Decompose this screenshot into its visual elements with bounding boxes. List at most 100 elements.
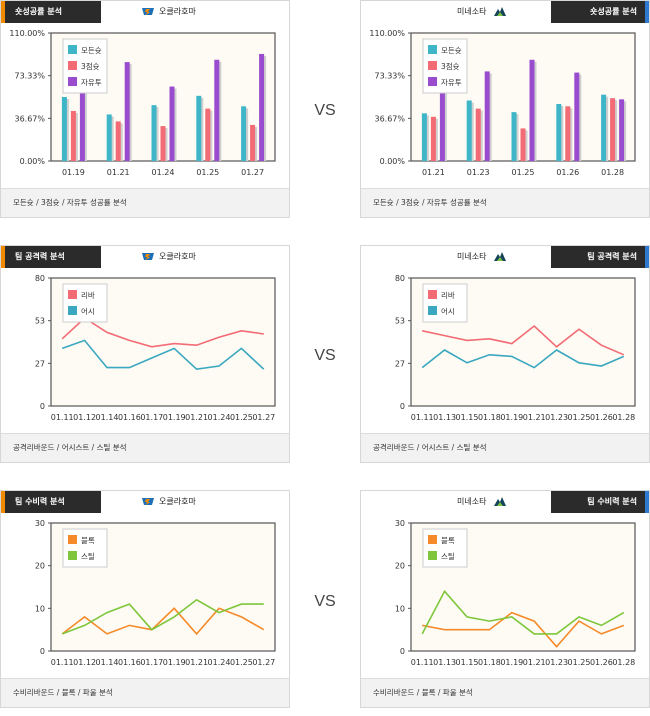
bar	[520, 128, 526, 161]
x-tick-label: 01.27	[252, 413, 275, 422]
legend-label: 모든슛	[441, 46, 462, 55]
y-tick-label: 53	[395, 317, 405, 326]
y-tick-label: 30	[35, 519, 45, 528]
legend-swatch	[428, 551, 437, 560]
bar	[511, 112, 517, 161]
x-tick-label: 01.25	[230, 413, 253, 422]
team-name: 오클라호마	[159, 497, 196, 506]
series-line	[61, 316, 264, 348]
y-tick-label: 80	[395, 274, 405, 283]
bar	[475, 108, 481, 161]
x-tick-label: 01.11	[411, 658, 434, 667]
legend-box	[422, 283, 468, 323]
y-tick-label: 0	[40, 647, 45, 656]
x-tick-label: 01.18	[478, 658, 501, 667]
bar	[214, 59, 220, 161]
x-tick-label: 01.28	[612, 413, 635, 422]
bar	[529, 59, 535, 161]
bar	[124, 62, 130, 161]
x-tick-label: 01.23	[545, 413, 568, 422]
x-tick-label: 01.23	[545, 658, 568, 667]
legend-label: 스틸	[441, 552, 455, 561]
vs-label: VS	[314, 347, 336, 364]
x-tick-label: 01.17	[140, 658, 163, 667]
panel-footer: 수비리바운드 / 블록 / 파울 분석	[1, 678, 289, 707]
x-tick-label: 01.12	[73, 413, 96, 422]
series-line	[421, 589, 625, 635]
y-tick-label: 27	[395, 359, 405, 368]
y-tick-label: 30	[395, 519, 405, 528]
okc-offense-panel: 팀 공격력 분석 오클라호마 0 27 53 80 01.11 01.12 01.14 01.…	[0, 245, 290, 463]
team-name: 오클라호마	[159, 252, 196, 261]
legend-label: 3점슛	[441, 61, 460, 71]
panel-header: 팀 공격력 분석 오클라호마	[1, 246, 289, 268]
panel-header: 미네소타 숏성공률 분석	[361, 1, 649, 23]
y-tick-label: 73.33%	[374, 72, 405, 81]
panel-footer: 공격리바운드 / 어시스트 / 스틸 분석	[1, 433, 289, 462]
bar	[619, 99, 625, 161]
x-tick-label: 01.14	[96, 658, 119, 667]
legend-box	[62, 283, 108, 323]
series-line	[61, 607, 265, 636]
legend-box	[62, 528, 108, 568]
y-tick-label: 27	[35, 359, 45, 368]
series-line	[422, 611, 625, 648]
y-tick-label: 10	[395, 604, 405, 613]
y-tick-label: 0	[400, 647, 405, 656]
legend-swatch	[428, 306, 437, 315]
panel-header: 미네소타 팀 공격력 분석	[361, 246, 649, 268]
section-tab: 숏성공률 분석	[551, 1, 647, 23]
legend-label: 블록	[441, 536, 455, 545]
x-tick-label: 01.11	[51, 658, 74, 667]
y-tick-label: 0	[40, 402, 45, 411]
y-tick-label: 20	[395, 562, 405, 571]
series-line	[421, 349, 625, 369]
bar	[151, 105, 157, 161]
accent-bar	[645, 1, 649, 23]
min-shooting-chart: 0.00% 36.67% 73.33% 110.00% 01.21 01.23 01.25 0…	[369, 29, 636, 177]
timberwolves-logo-icon	[494, 7, 506, 16]
y-tick-label: 110.00%	[9, 29, 45, 38]
x-tick-label: 01.24	[152, 168, 175, 177]
x-tick-label: 01.21	[523, 413, 546, 422]
legend-label: 스틸	[81, 552, 95, 561]
legend-swatch	[428, 61, 437, 70]
x-tick-label: 01.16	[118, 413, 141, 422]
legend-label: 3점슛	[81, 61, 100, 71]
bar	[574, 72, 580, 161]
accent-bar	[1, 246, 5, 268]
okc-defense-panel: 팀 수비력 분석 오클라호마 0 10 20 30 01.11 01.12 01.14 01.…	[0, 490, 290, 708]
bar	[115, 121, 121, 161]
y-tick-label: 36.67%	[14, 114, 45, 123]
legend-swatch	[68, 45, 77, 54]
team-name: 미네소타	[457, 7, 487, 16]
team-name: 미네소타	[457, 252, 487, 261]
min-offense-panel: 미네소타 팀 공격력 분석 0 27 53 80 01.11 01.13 01.15 01.1…	[360, 245, 650, 463]
legend-label: 블록	[81, 536, 95, 545]
x-tick-label: 01.19	[500, 658, 523, 667]
y-tick-label: 0.00%	[20, 157, 46, 166]
thunder-logo-icon	[142, 498, 154, 505]
y-tick-label: 0.00%	[380, 157, 406, 166]
legend-box	[422, 528, 468, 568]
timberwolves-logo-icon	[494, 497, 506, 506]
x-tick-label: 01.25	[568, 413, 591, 422]
x-tick-label: 01.25	[230, 658, 253, 667]
bar	[196, 95, 202, 161]
legend-swatch	[68, 535, 77, 544]
section-tab: 숏성공률 분석	[5, 1, 101, 23]
bar	[430, 116, 436, 161]
x-tick-label: 01.19	[500, 413, 523, 422]
bar	[610, 98, 616, 161]
min-shooting-panel: 미네소타 숏성공률 분석 0.00% 36.67% 73.33% 110.00% 01.…	[360, 0, 650, 218]
x-tick-label: 01.25	[568, 658, 591, 667]
x-tick-label: 01.16	[118, 658, 141, 667]
bar	[421, 113, 427, 161]
legend-swatch	[68, 61, 77, 70]
x-tick-label: 01.26	[590, 658, 613, 667]
